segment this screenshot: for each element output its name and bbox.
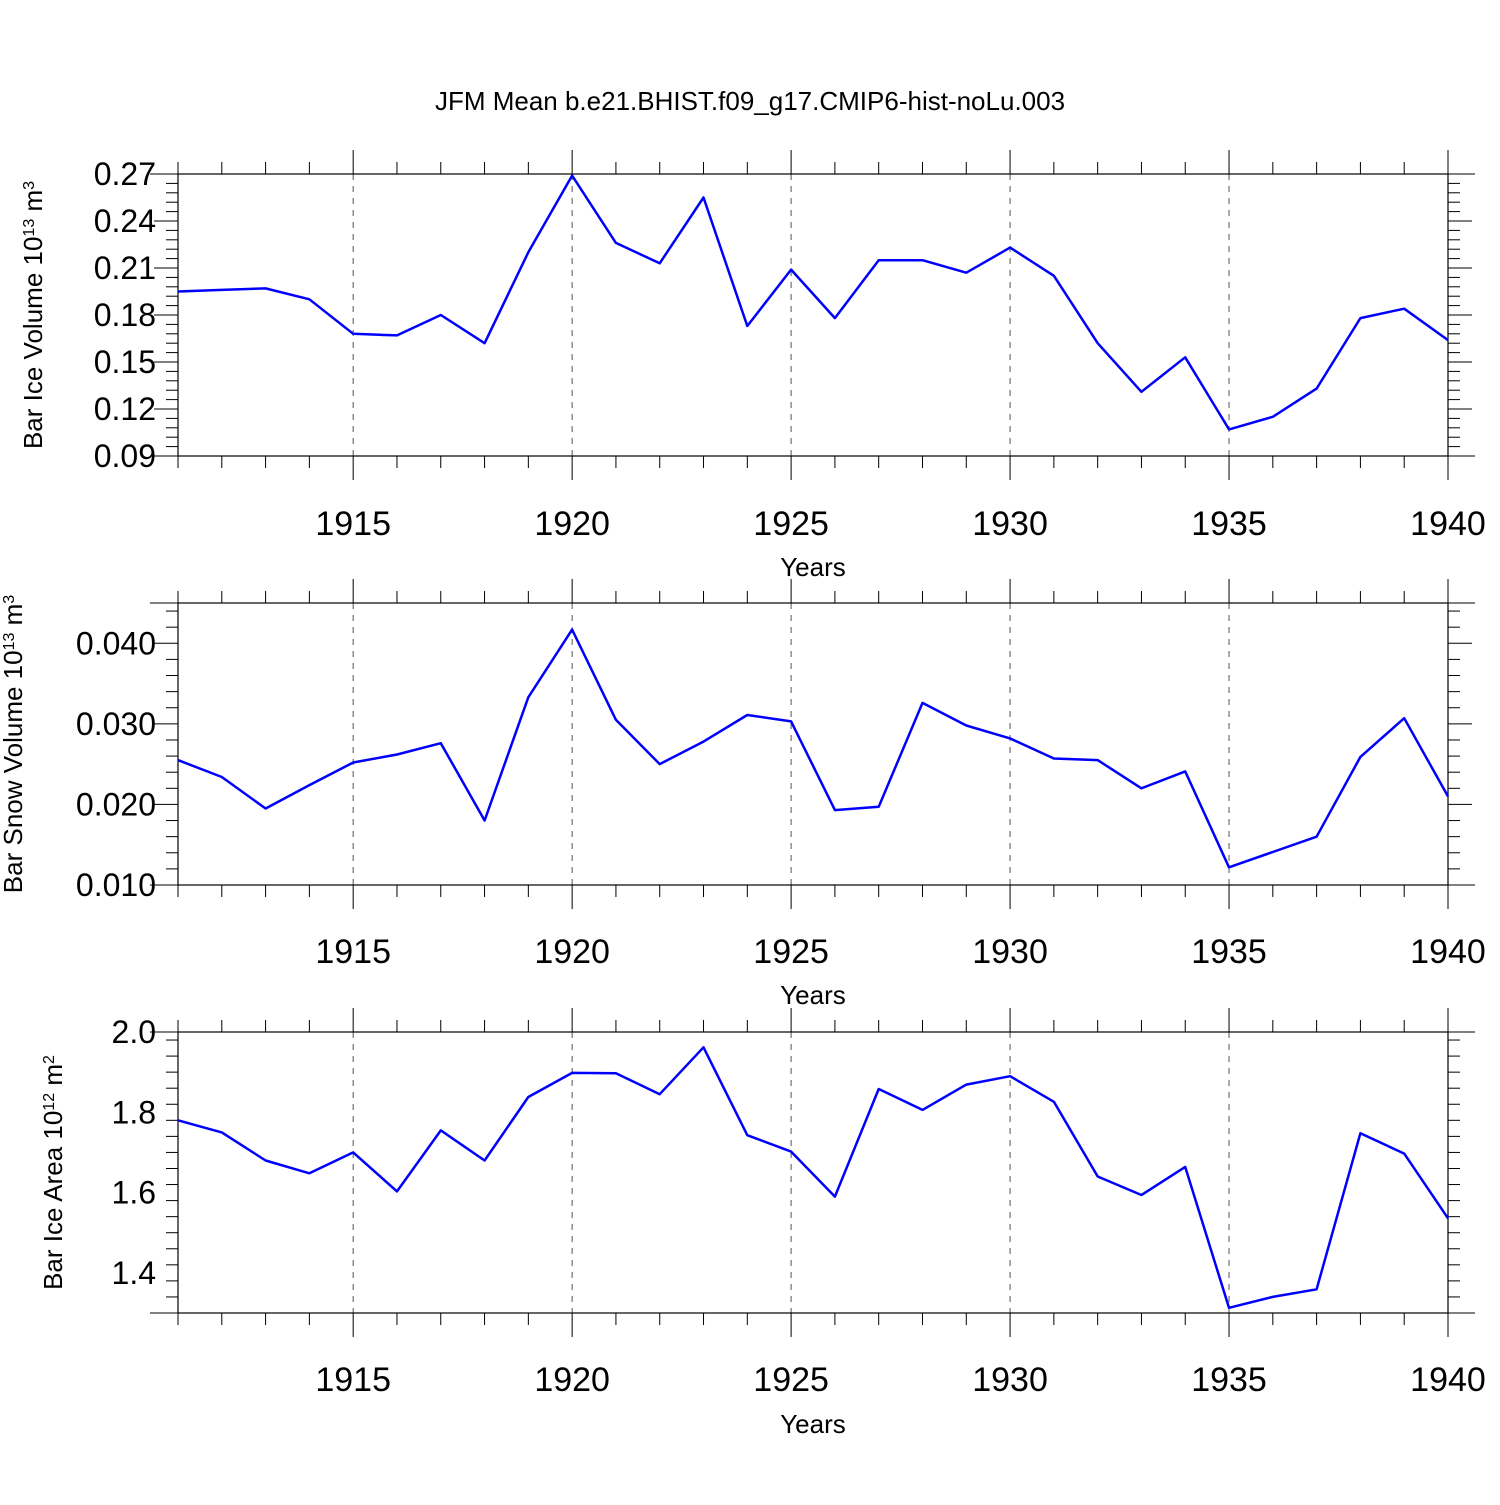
- x-axis-title: Years: [780, 980, 846, 1010]
- chart-title: JFM Mean b.e21.BHIST.f09_g17.CMIP6-hist-…: [435, 86, 1065, 116]
- x-tick-label: 1930: [972, 505, 1048, 543]
- plot-frame: [177, 602, 1449, 886]
- x-tick-label: 1915: [315, 933, 391, 971]
- x-axis-title: Years: [780, 552, 846, 582]
- x-tick-label: 1935: [1191, 933, 1267, 971]
- y-tick-label: 0.010: [76, 867, 156, 903]
- x-tick-label: 1925: [753, 933, 829, 971]
- chart-panel-3: 1.4 1.6 1.8 2.0 1915 1920 1925 1930 1935 1940 Year…: [38, 1008, 1486, 1439]
- y-tick-label: 2.0: [112, 1014, 156, 1050]
- x-tick-label: 1940: [1410, 505, 1486, 543]
- x-tick-label: 1920: [534, 505, 610, 543]
- y-tick-label: 0.27: [94, 156, 156, 192]
- y-tick-label: 0.18: [94, 297, 156, 333]
- chart-panel-2: 0.010 0.020 0.030 0.040 1915 1920 1925 1930 1935…: [0, 579, 1486, 1010]
- y-axis-title: Bar Ice Area 1012 m2: [38, 1055, 68, 1290]
- x-tick-label: 1925: [753, 505, 829, 543]
- y-axis-title: Bar Ice Volume 1013 m3: [18, 181, 48, 449]
- x-tick-label: 1925: [753, 1361, 829, 1399]
- x-tick-label: 1935: [1191, 1361, 1267, 1399]
- y-tick-label: 0.21: [94, 250, 156, 286]
- y-axis-title: Bar Snow Volume 1013 m3: [0, 595, 28, 894]
- y-tick-label: 0.09: [94, 438, 156, 474]
- x-tick-label: 1915: [315, 505, 391, 543]
- y-tick-label: 0.020: [76, 786, 156, 822]
- x-tick-label: 1940: [1410, 1361, 1486, 1399]
- x-tick-label: 1930: [972, 1361, 1048, 1399]
- x-axis-title: Years: [780, 1409, 846, 1439]
- y-tick-label: 1.8: [112, 1094, 156, 1130]
- x-tick-label: 1915: [315, 1361, 391, 1399]
- x-tick-label: 1930: [972, 933, 1048, 971]
- y-tick-label: 0.030: [76, 706, 156, 742]
- y-tick-label: 0.12: [94, 391, 156, 427]
- y-tick-label: 1.4: [112, 1255, 156, 1291]
- series-line: [177, 1046, 1450, 1310]
- y-tick-label: 0.040: [76, 625, 156, 661]
- y-tick-label: 0.24: [94, 203, 156, 239]
- series-line: [177, 174, 1449, 431]
- y-tick-label: 1.6: [112, 1175, 156, 1211]
- x-tick-label: 1920: [534, 933, 610, 971]
- chart-panel-1: 0.09 0.12 0.15 0.18 0.21 0.24 0.27 1915 1920 1925…: [18, 150, 1486, 582]
- x-tick-label: 1920: [534, 1361, 610, 1399]
- y-tick-label: 0.15: [94, 344, 156, 380]
- x-tick-label: 1935: [1191, 505, 1267, 543]
- x-tick-label: 1940: [1410, 933, 1486, 971]
- plot-frame: [177, 173, 1449, 457]
- series-line: [177, 628, 1450, 869]
